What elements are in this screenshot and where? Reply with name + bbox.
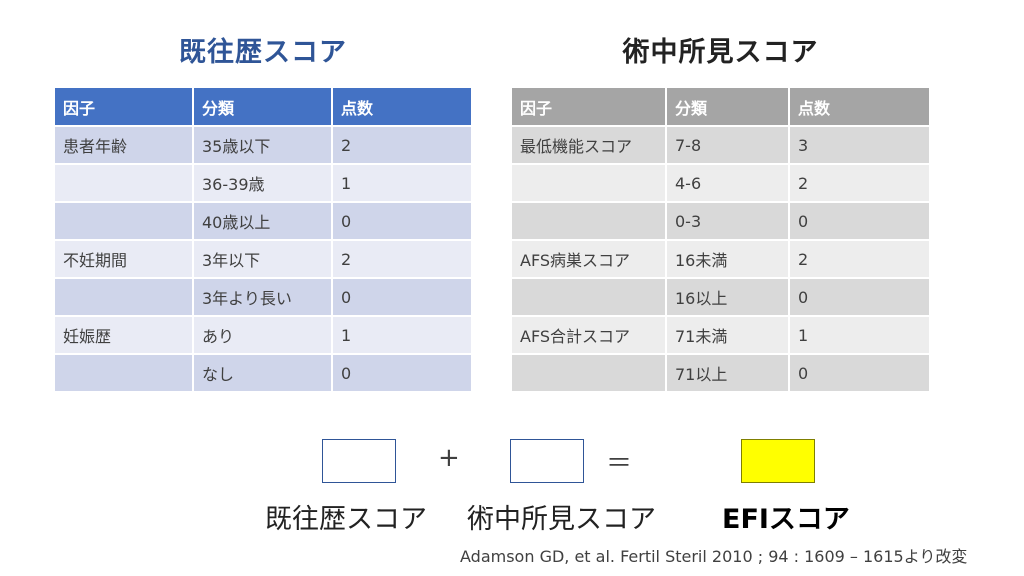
category-cell: 3年以下 (192, 240, 332, 278)
table-header-row: 因子 分類 点数 (55, 88, 471, 126)
points-cell: 1 (788, 316, 929, 354)
category-cell: 4-6 (665, 164, 789, 202)
table-row: 3年より長い 0 (55, 278, 471, 316)
surgical-score-label: 術中所見スコア (467, 504, 656, 535)
table-row: 患者年齢 35歳以下 2 (55, 126, 471, 164)
citation: Adamson GD, et al. Fertil Steril 2010 ; … (460, 547, 968, 566)
surgical-score-title: 術中所見スコア (622, 37, 819, 68)
factor-cell (512, 354, 666, 392)
factor-cell: 不妊期間 (55, 240, 193, 278)
header-category: 分類 (192, 88, 332, 126)
points-cell: 0 (788, 202, 929, 240)
points-cell: 3 (788, 126, 929, 164)
factor-cell: 患者年齢 (55, 126, 193, 164)
table-row: 16以上 0 (512, 278, 929, 316)
category-cell: 40歳以上 (192, 202, 332, 240)
efi-score-box (741, 439, 815, 483)
history-score-title: 既往歴スコア (179, 37, 347, 68)
factor-cell (512, 202, 666, 240)
points-cell: 0 (331, 278, 471, 316)
factor-cell (512, 164, 666, 202)
points-cell: 2 (331, 240, 471, 278)
table-row: なし 0 (55, 354, 471, 392)
table-row: 36-39歳 1 (55, 164, 471, 202)
factor-cell (55, 202, 193, 240)
table-row: 4-6 2 (512, 164, 929, 202)
header-points: 点数 (331, 88, 471, 126)
table-row: AFS合計スコア 71未満 1 (512, 316, 929, 354)
category-cell: 3年より長い (192, 278, 332, 316)
surgical-score-table: 因子 分類 点数 最低機能スコア 7-8 3 4-6 2 0-3 0 AFS病巣… (512, 88, 929, 393)
points-cell: 1 (331, 316, 471, 354)
factor-cell (55, 278, 193, 316)
points-cell: 2 (788, 164, 929, 202)
factor-cell: AFS合計スコア (512, 316, 666, 354)
points-cell: 2 (331, 126, 471, 164)
points-cell: 0 (788, 278, 929, 316)
table-header-row: 因子 分類 点数 (512, 88, 929, 126)
factor-cell (55, 354, 193, 392)
category-cell: 16以上 (665, 278, 789, 316)
history-score-label: 既往歴スコア (265, 504, 427, 535)
efi-score-label: EFIスコア (722, 504, 850, 535)
category-cell: 71未満 (665, 316, 789, 354)
table-row: 0-3 0 (512, 202, 929, 240)
category-cell: 36-39歳 (192, 164, 332, 202)
points-cell: 2 (788, 240, 929, 278)
table-row: 最低機能スコア 7-8 3 (512, 126, 929, 164)
equals-sign: ＝ (606, 449, 633, 479)
factor-cell: AFS病巣スコア (512, 240, 666, 278)
factor-cell (512, 278, 666, 316)
header-factor: 因子 (55, 88, 193, 126)
category-cell: 7-8 (665, 126, 789, 164)
table-row: 不妊期間 3年以下 2 (55, 240, 471, 278)
header-factor: 因子 (512, 88, 666, 126)
factor-cell: 妊娠歴 (55, 316, 193, 354)
points-cell: 1 (331, 164, 471, 202)
category-cell: 71以上 (665, 354, 789, 392)
factor-cell (55, 164, 193, 202)
table-row: 71以上 0 (512, 354, 929, 392)
plus-sign: + (438, 443, 460, 473)
points-cell: 0 (788, 354, 929, 392)
header-points: 点数 (788, 88, 929, 126)
category-cell: なし (192, 354, 332, 392)
points-cell: 0 (331, 354, 471, 392)
table-row: 40歳以上 0 (55, 202, 471, 240)
category-cell: 0-3 (665, 202, 789, 240)
surgical-score-box (510, 439, 584, 483)
history-score-table: 因子 分類 点数 患者年齢 35歳以下 2 36-39歳 1 40歳以上 0 不… (55, 88, 471, 393)
category-cell: あり (192, 316, 332, 354)
header-category: 分類 (665, 88, 789, 126)
category-cell: 16未満 (665, 240, 789, 278)
factor-cell: 最低機能スコア (512, 126, 666, 164)
category-cell: 35歳以下 (192, 126, 332, 164)
history-score-box (322, 439, 396, 483)
table-row: AFS病巣スコア 16未満 2 (512, 240, 929, 278)
table-row: 妊娠歴 あり 1 (55, 316, 471, 354)
points-cell: 0 (331, 202, 471, 240)
